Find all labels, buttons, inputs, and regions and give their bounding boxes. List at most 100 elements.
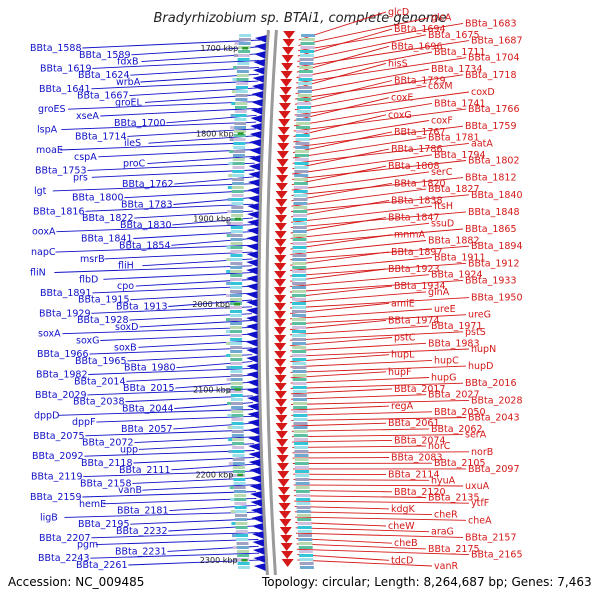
feature-box [292,302,306,305]
gene-label: flbD [79,274,98,285]
feature-box [226,294,230,297]
reverse-gene-arrow [249,131,262,139]
feature-box [292,270,307,273]
callout-line [293,479,430,481]
reverse-gene-arrow [246,331,259,339]
forward-gene-arrow [278,503,291,511]
forward-gene-arrow [280,71,293,79]
gene-label: lgt [34,186,47,197]
gene-label: coxF [431,116,453,127]
feature-box [228,162,233,165]
feature-box [238,50,251,53]
feature-box [226,234,231,237]
feature-box [293,426,308,429]
gene-label: BBta_2165 [471,550,523,561]
callout-line [290,257,433,271]
gene-label: BBta_2243 [38,553,90,564]
feature-box [231,210,244,213]
reverse-gene-arrow [253,563,266,571]
feature-box [226,270,231,273]
callout-line [298,22,464,52]
forward-gene-arrow [274,335,287,343]
forward-gene-arrow [278,119,291,127]
gene-label: BBta_1983 [428,338,480,349]
feature-box [228,462,233,465]
feature-box [230,346,243,349]
callout-line [296,57,467,84]
feature-box [299,54,314,57]
reverse-gene-arrow [246,219,259,227]
tick-label: 1800 kbp [196,129,234,138]
feature-box [293,410,308,413]
callout-line [64,511,257,518]
feature-box [300,38,315,41]
feature-box [236,546,249,549]
feature-box [230,374,243,377]
gene-label: BBta_2050 [434,407,486,418]
feature-box [236,82,249,85]
feature-box [293,202,308,205]
forward-gene-arrow [274,255,287,263]
feature-box [232,446,245,449]
callout-line [289,302,390,314]
feature-box [293,434,308,437]
feature-box [295,482,310,485]
topology-text: Topology: circular; Length: 8,264,687 bp… [261,575,592,589]
reverse-gene-arrow [253,59,266,67]
feature-box [232,166,245,169]
gene-label: BBta_2038 [73,397,125,408]
feature-box [232,546,237,549]
feature-box [294,158,309,161]
feature-box [236,70,249,73]
feature-box [234,114,247,117]
callout-line [85,203,254,212]
feature-box [293,198,308,201]
reverse-gene-arrow [250,507,263,515]
forward-gene-arrow [282,47,295,55]
feature-box [292,330,306,333]
gene-label: ligB [40,512,58,523]
gene-label: BBta_2105 [434,458,486,469]
feature-box [231,190,244,193]
feature-box [296,506,311,509]
gene-label: BBta_2044 [122,404,174,415]
forward-gene-arrow [274,327,287,335]
reverse-gene-arrow [247,411,260,419]
reverse-gene-arrow [247,203,260,211]
forward-gene-arrow [276,159,289,167]
reverse-gene-arrow [252,531,265,539]
feature-box [230,318,242,321]
feature-box [297,526,312,529]
gene-label: BBta_1915 [78,295,130,306]
callout-line [291,411,433,416]
feature-box [234,42,239,45]
reverse-gene-arrow [250,115,263,123]
backbone-line-1 [257,29,270,576]
feature-box [296,118,311,121]
feature-box [293,214,308,217]
forward-gene-arrow [277,127,290,135]
forward-gene-arrow [275,207,288,215]
feature-box [230,390,243,393]
feature-box [292,362,307,365]
feature-box [236,534,248,537]
gene-label: hupC [434,355,459,366]
forward-gene-arrow [274,279,287,287]
callout-line [290,251,390,266]
backbone-line-2 [265,29,278,576]
forward-gene-arrow [274,287,287,295]
gene-label: BBta_2014 [74,376,126,387]
forward-gene-arrow [274,359,287,367]
forward-gene-arrow [278,495,291,503]
callout-line [134,436,254,444]
feature-box [292,294,306,297]
feature-box [228,438,232,441]
gene-label: BBta_1820 [394,178,446,189]
forward-gene-arrow [278,111,291,119]
tick-mark [242,47,249,50]
feature-box [292,226,307,229]
gene-label: norC [428,441,451,452]
feature-box [231,406,244,409]
gene-label: BBta_2097 [468,464,520,475]
gene-label: hupD [468,361,493,372]
